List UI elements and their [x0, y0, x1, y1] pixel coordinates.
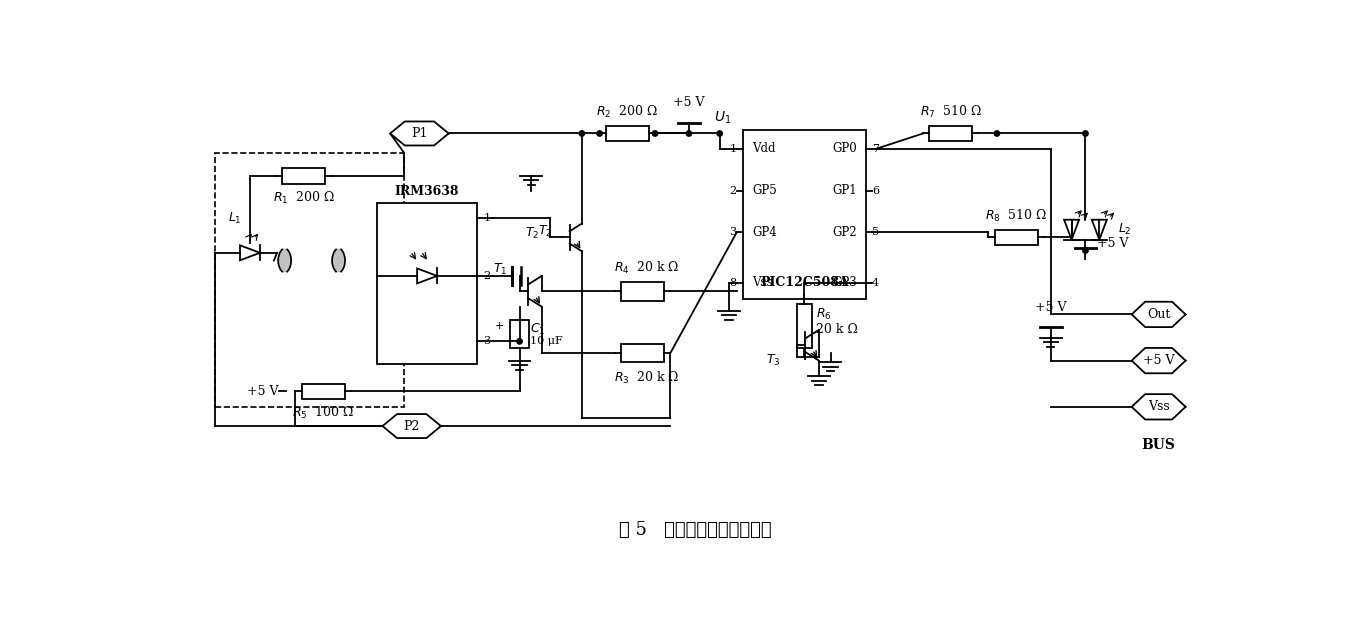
Text: GP1: GP1 [832, 184, 856, 197]
Circle shape [1083, 131, 1088, 136]
Text: $T_1$: $T_1$ [493, 262, 508, 277]
Text: 1: 1 [483, 213, 490, 223]
Text: $R_2$  200 Ω: $R_2$ 200 Ω [596, 103, 658, 120]
Circle shape [597, 131, 603, 136]
Text: $U_1$: $U_1$ [714, 110, 731, 126]
Text: 7: 7 [873, 144, 879, 154]
Text: GP4: GP4 [752, 226, 776, 239]
Bar [930, 126, 972, 141]
Text: 6: 6 [873, 186, 879, 196]
Text: 图 5   发射接收单元电路原理: 图 5 发射接收单元电路原理 [619, 521, 771, 539]
Text: Out: Out [1147, 308, 1170, 321]
Circle shape [517, 339, 522, 344]
Bar [377, 203, 478, 365]
Text: GP0: GP0 [832, 143, 856, 155]
Text: $R_7$  510 Ω: $R_7$ 510 Ω [920, 103, 981, 120]
Text: P1: P1 [411, 127, 427, 140]
Text: +5 V: +5 V [673, 96, 704, 109]
Text: $R_3$  20 k Ω: $R_3$ 20 k Ω [613, 370, 680, 386]
Bar [797, 304, 811, 348]
Bar [995, 230, 1038, 245]
Circle shape [1083, 248, 1088, 253]
Polygon shape [278, 249, 292, 271]
Text: 1: 1 [730, 144, 737, 154]
Text: 20 k Ω: 20 k Ω [816, 323, 858, 336]
Text: +5 V: +5 V [1096, 237, 1129, 250]
Text: P2: P2 [403, 420, 419, 433]
Text: $R_4$  20 k Ω: $R_4$ 20 k Ω [613, 260, 680, 276]
Text: 3: 3 [730, 227, 737, 237]
Text: $T_2$: $T_2$ [525, 226, 540, 241]
Text: BUS: BUS [1141, 439, 1175, 452]
Bar [622, 282, 665, 300]
Text: IRM3638: IRM3638 [395, 185, 460, 198]
Text: $T_3$: $T_3$ [767, 353, 780, 368]
Text: 10 μF: 10 μF [531, 336, 563, 346]
Bar [216, 153, 404, 407]
Text: $C_1$: $C_1$ [531, 322, 546, 338]
Text: +5 V: +5 V [1035, 302, 1067, 314]
Circle shape [653, 131, 658, 136]
Bar [301, 384, 345, 399]
Text: 2: 2 [730, 186, 737, 196]
Text: 3: 3 [483, 336, 490, 346]
Text: Vss: Vss [1148, 400, 1170, 413]
Text: PIC12C508A: PIC12C508A [760, 276, 848, 288]
Text: Vdd: Vdd [752, 143, 776, 155]
Circle shape [687, 131, 692, 136]
Text: $R_6$: $R_6$ [816, 307, 832, 322]
Bar [622, 344, 665, 362]
Bar [605, 126, 649, 141]
Text: GP5: GP5 [752, 184, 776, 197]
Circle shape [716, 131, 722, 136]
Text: +5 V: +5 V [1143, 354, 1174, 367]
Text: 5: 5 [873, 227, 879, 237]
Text: $L_2$: $L_2$ [1118, 222, 1132, 237]
Text: +5 V: +5 V [247, 385, 278, 398]
Text: Vss: Vss [752, 276, 772, 289]
Bar [282, 168, 326, 184]
Text: +: + [495, 321, 503, 331]
Text: $R_8$  510 Ω: $R_8$ 510 Ω [985, 208, 1048, 223]
Polygon shape [332, 249, 345, 271]
Text: GP2: GP2 [832, 226, 856, 239]
Circle shape [995, 131, 1000, 136]
Text: $R_5$  100 Ω: $R_5$ 100 Ω [292, 405, 354, 422]
Bar [510, 320, 529, 348]
Circle shape [579, 131, 585, 136]
Text: $T_2$: $T_2$ [537, 224, 552, 239]
Text: 2: 2 [483, 271, 490, 281]
Text: GP3: GP3 [832, 276, 856, 289]
Text: $L_1$: $L_1$ [228, 211, 242, 226]
Text: $R_1$  200 Ω: $R_1$ 200 Ω [273, 190, 335, 206]
Bar [742, 129, 866, 299]
Text: 8: 8 [730, 278, 737, 288]
Text: 4: 4 [873, 278, 879, 288]
